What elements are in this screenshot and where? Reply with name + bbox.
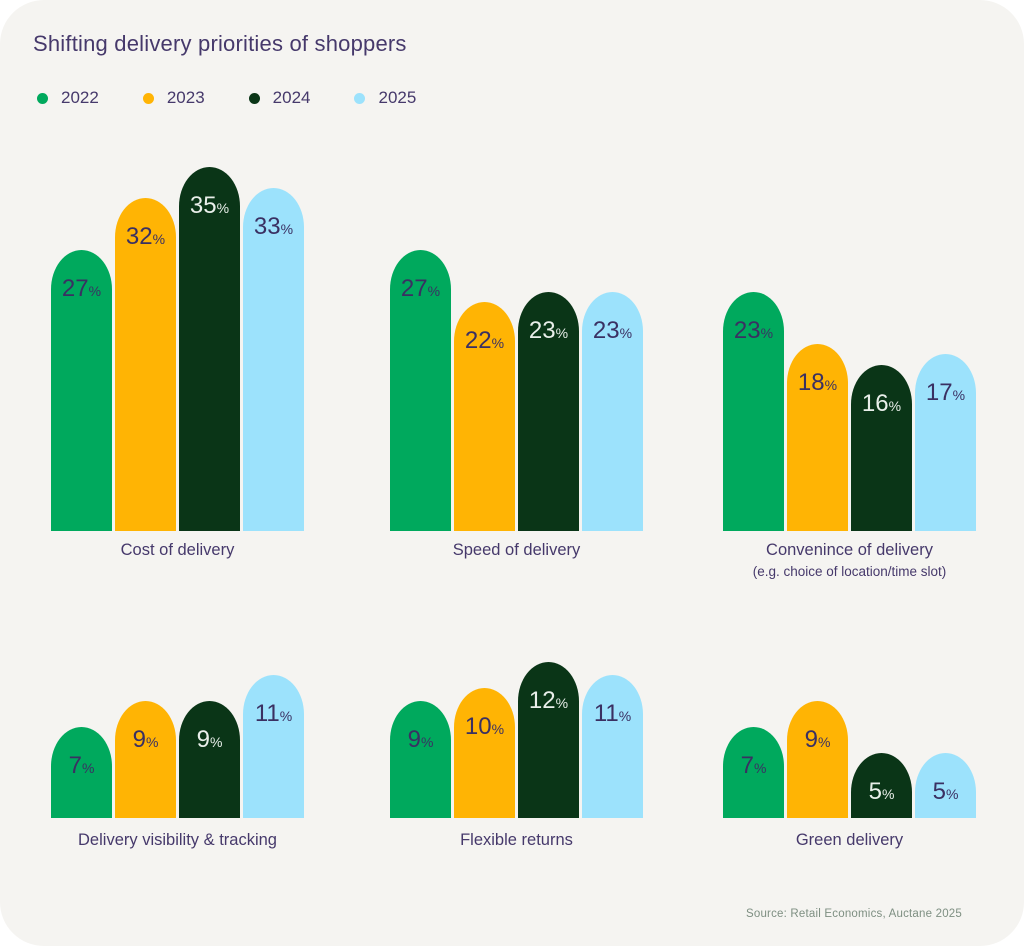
bars-0: 27% 32% 35% 33% bbox=[51, 167, 304, 531]
legend-item-2025: 2025 bbox=[354, 88, 416, 108]
group-label-3: Delivery visibility & tracking bbox=[78, 831, 277, 849]
bar-group-5: 7% 9% 5% 5% Green delivery bbox=[723, 0, 976, 849]
legend-item-2024: 2024 bbox=[248, 88, 311, 108]
bar-value-label: 7% bbox=[68, 752, 95, 779]
group-label-0: Cost of delivery bbox=[120, 541, 235, 559]
bar-2024-5[interactable]: 5% bbox=[851, 753, 912, 818]
bars-2: 23% 18% 16% 17% bbox=[723, 292, 976, 531]
bar-value-label: 12% bbox=[528, 687, 569, 714]
bar-2025-5[interactable]: 5% bbox=[915, 753, 976, 818]
chart-title: Shifting delivery priorities of shoppers bbox=[33, 31, 407, 56]
legend: 2022 2023 2024 2025 bbox=[37, 88, 416, 108]
group-label-5: Green delivery bbox=[795, 831, 904, 849]
bar-2023-0[interactable]: 32% bbox=[115, 198, 176, 531]
bars-5: 7% 9% 5% 5% bbox=[723, 701, 976, 818]
bar-2022-3[interactable]: 7% bbox=[51, 727, 112, 818]
bar-2024-4[interactable]: 12% bbox=[518, 662, 579, 818]
bar-2023-1[interactable]: 22% bbox=[454, 302, 515, 531]
bar-group-2: 23% 18% 16% 17% Convenince of delivery (e.g. … bbox=[723, 0, 976, 579]
bar-group-4: 9% 10% 12% 11% Flexible returns bbox=[390, 0, 643, 849]
bars-3: 7% 9% 9% 11% bbox=[51, 675, 304, 818]
group-label-1: Speed of delivery bbox=[452, 541, 581, 559]
legend-dot-2023-icon bbox=[142, 92, 154, 104]
legend-label-2025: 2025 bbox=[378, 88, 417, 107]
legend-dot-2025-icon bbox=[354, 92, 366, 104]
bar-value-label: 17% bbox=[925, 379, 966, 406]
legend-item-2022: 2022 bbox=[37, 88, 99, 108]
group-sublabel-2: (e.g. choice of location/time slot) bbox=[752, 563, 947, 579]
bar-value-label: 10% bbox=[464, 713, 505, 740]
legend-dot-2022-icon bbox=[37, 92, 48, 104]
bar-2022-0[interactable]: 27% bbox=[51, 250, 112, 531]
bar-value-label: 7% bbox=[740, 752, 767, 779]
bar-2022-5[interactable]: 7% bbox=[723, 727, 784, 818]
legend-item-2023: 2023 bbox=[142, 88, 205, 108]
bar-2025-1[interactable]: 23% bbox=[582, 292, 643, 531]
bar-value-label: 9% bbox=[196, 726, 223, 753]
bar-value-label: 27% bbox=[61, 275, 102, 302]
bar-value-label: 32% bbox=[125, 223, 166, 250]
bar-2025-2[interactable]: 17% bbox=[915, 354, 976, 531]
bar-value-label: 9% bbox=[804, 726, 831, 753]
bar-value-label: 9% bbox=[132, 726, 159, 753]
bars-4: 9% 10% 12% 11% bbox=[390, 662, 643, 818]
bar-2024-2[interactable]: 16% bbox=[851, 365, 912, 531]
bar-2023-2[interactable]: 18% bbox=[787, 344, 848, 531]
bar-2022-2[interactable]: 23% bbox=[723, 292, 784, 531]
bar-2024-0[interactable]: 35% bbox=[179, 167, 240, 531]
bar-value-label: 16% bbox=[861, 390, 902, 417]
bar-value-label: 23% bbox=[592, 317, 633, 344]
bar-group-1: 27% 22% 23% 23% Speed of delivery bbox=[390, 0, 643, 559]
bar-2025-0[interactable]: 33% bbox=[243, 188, 304, 531]
bar-value-label: 27% bbox=[400, 275, 441, 302]
bar-value-label: 18% bbox=[797, 369, 838, 396]
bars-1: 27% 22% 23% 23% bbox=[390, 250, 643, 531]
group-label-4: Flexible returns bbox=[460, 831, 573, 849]
legend-label-2023: 2023 bbox=[166, 88, 205, 107]
bar-2025-3[interactable]: 11% bbox=[243, 675, 304, 818]
bar-value-label: 23% bbox=[528, 317, 569, 344]
bar-group-0: 27% 32% 35% 33% Cost of delivery bbox=[51, 0, 304, 559]
bar-2023-4[interactable]: 10% bbox=[454, 688, 515, 818]
group-label-2: Convenince of delivery (e.g. choice of lo… bbox=[703, 540, 996, 581]
bar-2025-4[interactable]: 11% bbox=[582, 675, 643, 818]
bar-value-label: 5% bbox=[868, 778, 895, 805]
bar-value-label: 22% bbox=[464, 327, 505, 354]
bar-2023-3[interactable]: 9% bbox=[115, 701, 176, 818]
bar-group-3: 7% 9% 9% 11% Delivery visibility & tracking bbox=[51, 0, 304, 849]
bar-value-label: 11% bbox=[254, 700, 293, 727]
bar-2022-1[interactable]: 27% bbox=[390, 250, 451, 531]
bar-value-label: 35% bbox=[189, 192, 230, 219]
bar-2024-1[interactable]: 23% bbox=[518, 292, 579, 531]
legend-dot-2024-icon bbox=[248, 92, 260, 104]
bar-value-label: 5% bbox=[932, 778, 959, 805]
bar-2024-3[interactable]: 9% bbox=[179, 701, 240, 818]
bar-2022-4[interactable]: 9% bbox=[390, 701, 451, 818]
legend-label-2024: 2024 bbox=[272, 88, 311, 107]
bar-value-label: 11% bbox=[593, 700, 632, 727]
legend-label-2022: 2022 bbox=[61, 88, 99, 107]
bar-value-label: 23% bbox=[733, 317, 774, 344]
bar-value-label: 33% bbox=[253, 213, 294, 240]
bar-value-label: 9% bbox=[407, 726, 434, 753]
bar-2023-5[interactable]: 9% bbox=[787, 701, 848, 818]
source-note: Source: Retail Economics, Auctane 2025 bbox=[746, 908, 962, 920]
